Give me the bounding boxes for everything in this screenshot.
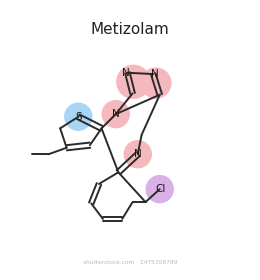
Text: S: S [75,112,82,122]
Text: N: N [122,68,130,78]
Circle shape [141,68,171,98]
Text: Metizolam: Metizolam [91,22,169,37]
Text: Cl: Cl [156,184,166,194]
Text: shutterstock.com · 2475309789: shutterstock.com · 2475309789 [83,260,177,265]
Circle shape [124,141,151,168]
Text: N: N [134,149,142,159]
Text: N: N [112,109,120,119]
Circle shape [65,103,92,130]
Circle shape [102,101,129,128]
Circle shape [117,65,150,98]
Circle shape [146,176,173,203]
Text: N: N [151,69,158,79]
